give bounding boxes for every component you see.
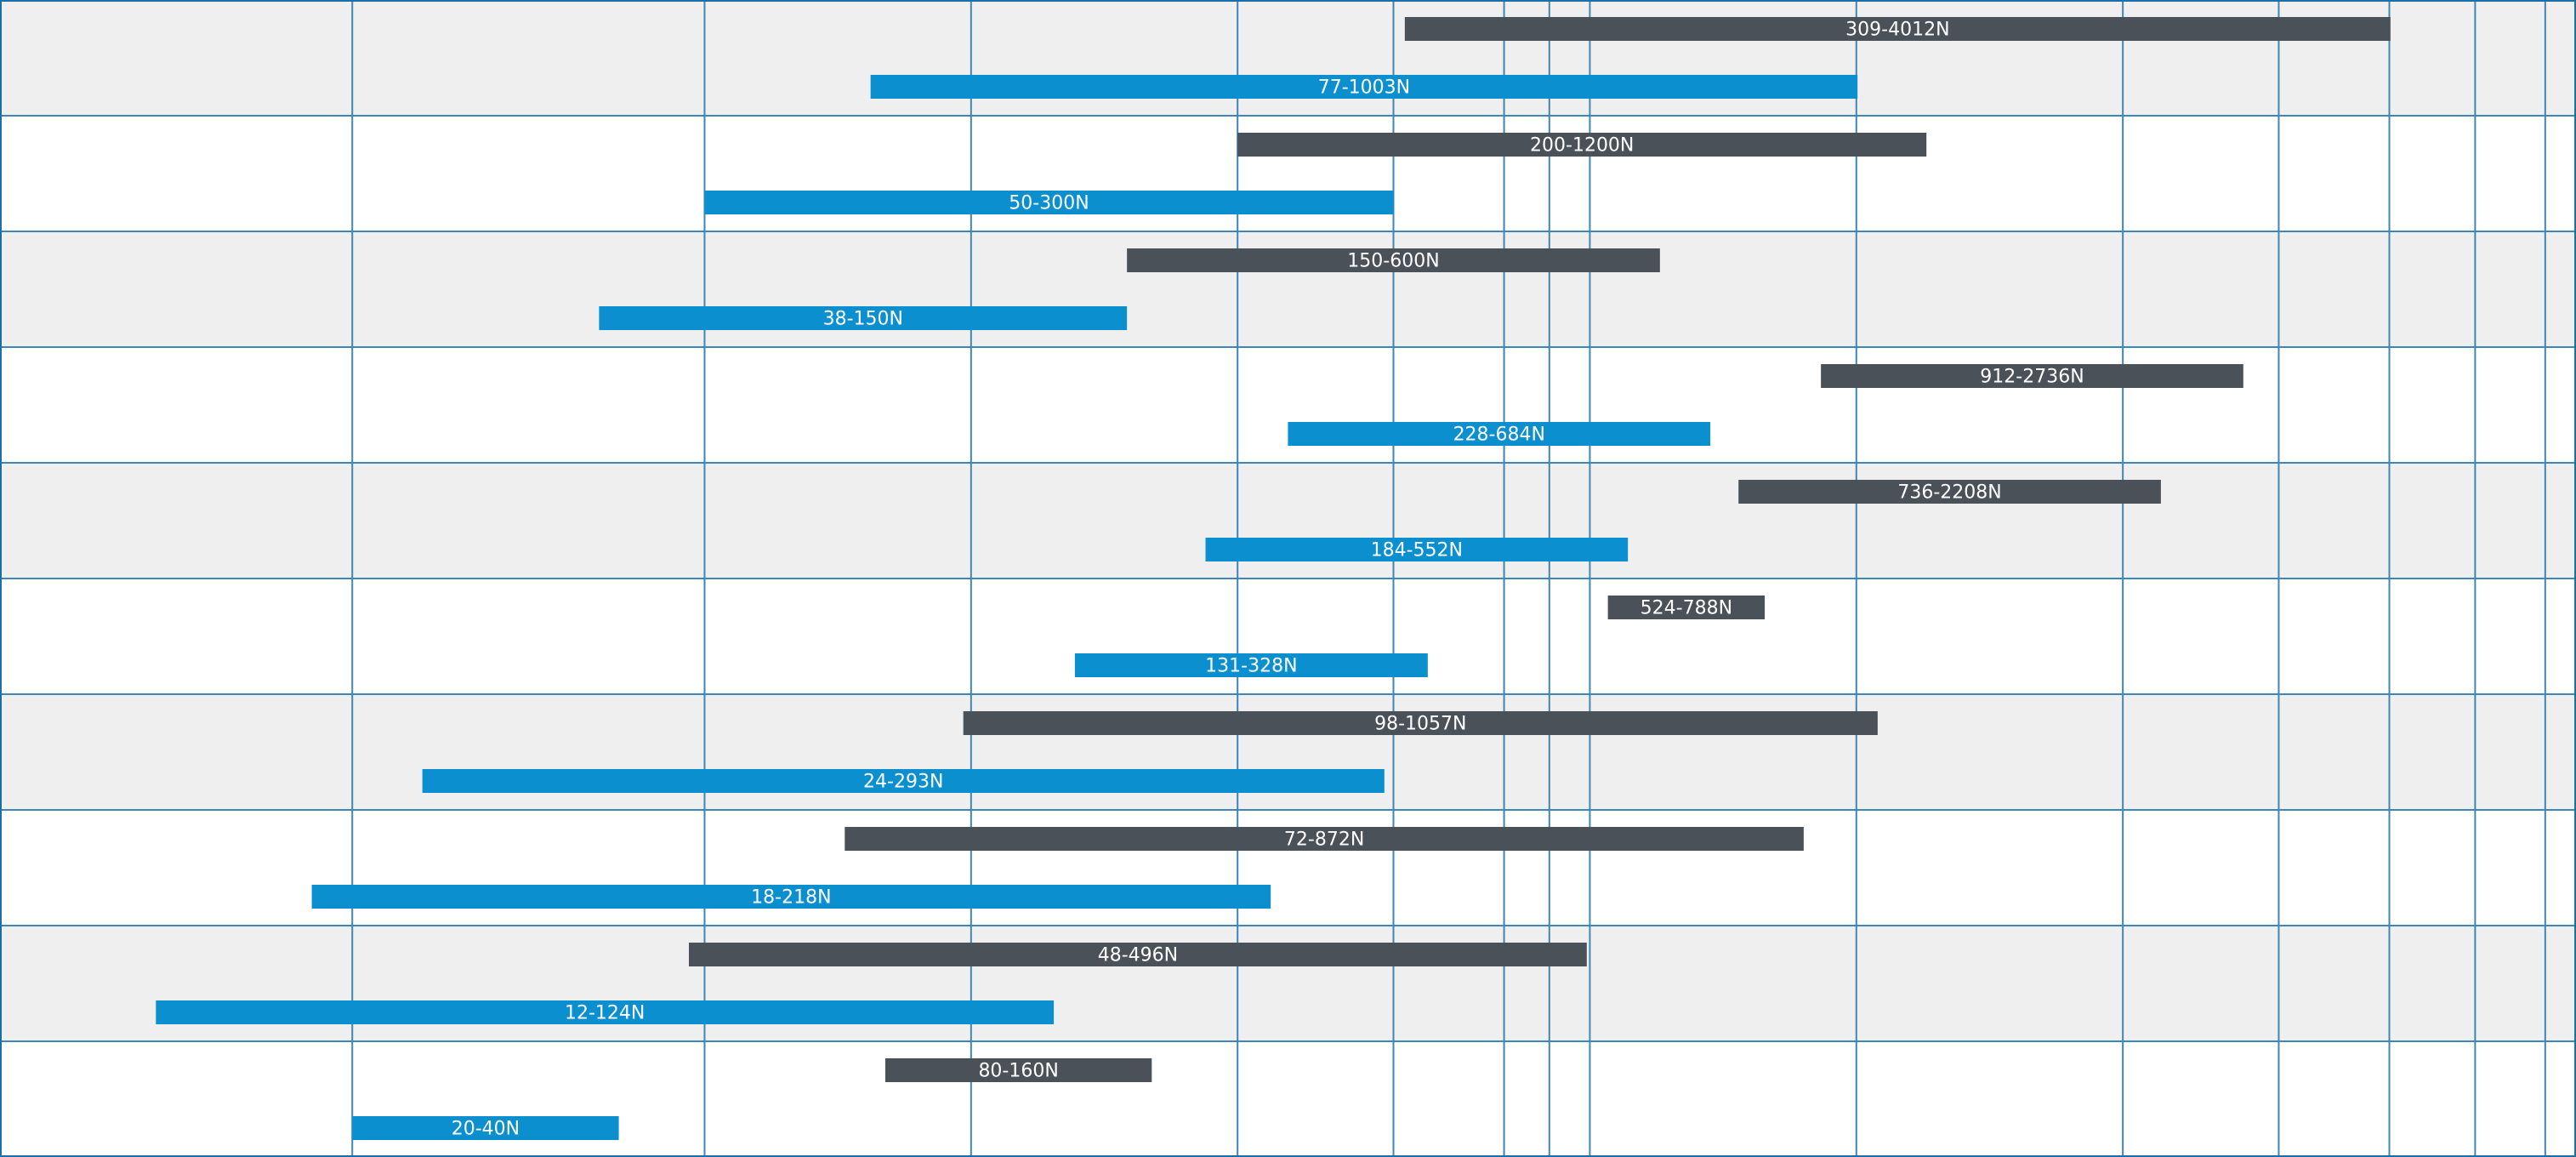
range-bar-group: 18-218N bbox=[311, 885, 1271, 909]
range-bar-label: 228-684N bbox=[1453, 425, 1545, 446]
range-bar bbox=[844, 827, 1804, 851]
range-bar-label: 24-293N bbox=[863, 772, 943, 793]
range-bar-label: 309-4012N bbox=[1845, 20, 1949, 41]
range-bar-group: 80-160N bbox=[884, 1058, 1152, 1082]
range-bar-group: 150-600N bbox=[1127, 248, 1660, 272]
range-bar-label: 912-2736N bbox=[1980, 367, 2084, 388]
range-bar-group: 524-788N bbox=[1607, 596, 1766, 619]
range-bar-label: 150-600N bbox=[1347, 251, 1439, 272]
range-bar bbox=[1074, 653, 1428, 677]
range-bar-label: 50-300N bbox=[1009, 193, 1089, 214]
range-bar-group: 200-1200N bbox=[1237, 133, 1927, 157]
range-bar-group: 736-2208N bbox=[1738, 480, 2161, 504]
range-bar-group: 77-1003N bbox=[870, 75, 1858, 99]
range-bar-label: 18-218N bbox=[751, 887, 831, 909]
range-bar bbox=[963, 711, 1878, 735]
range-bar-group: 24-293N bbox=[422, 769, 1385, 793]
range-bar-group: 38-150N bbox=[599, 306, 1128, 330]
range-bar bbox=[1607, 596, 1766, 619]
range-bar bbox=[1205, 538, 1629, 561]
range-bar bbox=[422, 769, 1385, 793]
range-bar-label: 72-872N bbox=[1284, 829, 1364, 851]
range-bar-group: 131-328N bbox=[1074, 653, 1428, 677]
range-bar-group: 98-1057N bbox=[963, 711, 1878, 735]
range-bar-group: 12-124N bbox=[156, 1000, 1055, 1024]
range-bar bbox=[884, 1058, 1152, 1082]
range-bar-group: 228-684N bbox=[1288, 422, 1711, 446]
range-bars: 309-4012N 77-1003N 200-1200N 50-300N 150-600… bbox=[156, 17, 2391, 1140]
range-bar-label: 131-328N bbox=[1205, 656, 1297, 677]
range-bar-label: 38-150N bbox=[823, 309, 903, 330]
range-bar bbox=[1237, 133, 1927, 157]
range-bar bbox=[870, 75, 1858, 99]
range-bar-label: 200-1200N bbox=[1530, 135, 1634, 157]
range-bar bbox=[156, 1000, 1055, 1024]
range-bar bbox=[1738, 480, 2161, 504]
range-bar bbox=[1821, 364, 2243, 388]
range-bar-label: 12-124N bbox=[565, 1003, 645, 1024]
range-bar-group: 72-872N bbox=[844, 827, 1804, 851]
range-bar bbox=[599, 306, 1128, 330]
range-bar-label: 20-40N bbox=[452, 1119, 520, 1140]
range-bar bbox=[689, 943, 1587, 966]
range-bar-group: 50-300N bbox=[704, 191, 1394, 214]
range-bar-label: 80-160N bbox=[978, 1061, 1058, 1082]
range-bar-label: 98-1057N bbox=[1374, 714, 1466, 735]
range-bar bbox=[311, 885, 1271, 909]
range-bar bbox=[704, 191, 1394, 214]
range-bar-label: 184-552N bbox=[1371, 540, 1463, 561]
range-bar bbox=[1127, 248, 1660, 272]
range-bar-label: 48-496N bbox=[1098, 945, 1178, 966]
range-bar-label: 77-1003N bbox=[1318, 77, 1410, 99]
range-bar-label: 524-788N bbox=[1641, 598, 1732, 619]
range-bar-group: 184-552N bbox=[1205, 538, 1629, 561]
range-bar-group: 48-496N bbox=[689, 943, 1587, 966]
range-bar-label: 736-2208N bbox=[1897, 482, 2001, 504]
range-bar bbox=[1288, 422, 1711, 446]
range-bar bbox=[352, 1116, 619, 1140]
range-bar-group: 20-40N bbox=[352, 1116, 619, 1140]
range-bar bbox=[1404, 17, 2391, 41]
range-bar-group: 912-2736N bbox=[1821, 364, 2243, 388]
range-bar-group: 309-4012N bbox=[1404, 17, 2391, 41]
